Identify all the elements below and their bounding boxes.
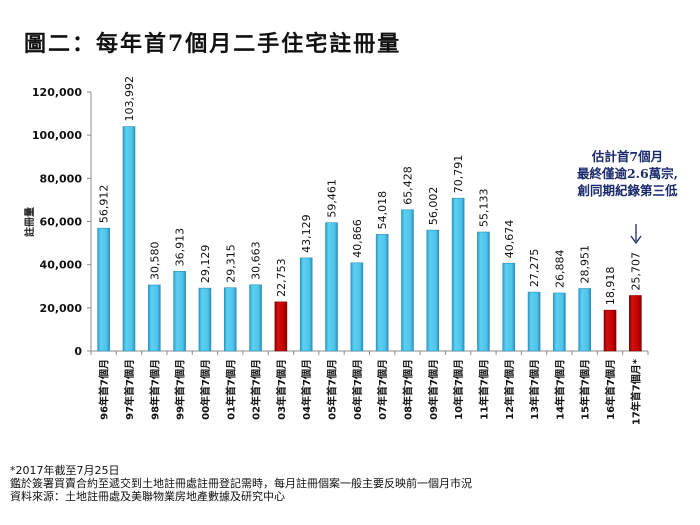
y-axis-label: 註冊量 <box>23 207 36 237</box>
data-label: 40,674 <box>503 220 516 259</box>
x-tick-label: 12年首7個月 <box>503 359 516 420</box>
y-tick-label: 40,000 <box>40 259 83 272</box>
bar <box>401 209 414 352</box>
bar <box>97 227 110 352</box>
bar <box>325 222 338 352</box>
x-tick-label: 98年首7個月 <box>148 359 161 420</box>
data-label: 70,791 <box>452 155 465 194</box>
x-tick-label: 97年首7個月 <box>123 359 136 420</box>
x-tick-label: 07年首7個月 <box>376 359 389 420</box>
annotation-line-1: 估計首7個月 <box>591 149 664 164</box>
x-tick-label: 02年首7個月 <box>250 359 263 420</box>
data-label: 65,428 <box>401 166 414 205</box>
y-tick-label: 60,000 <box>40 216 83 229</box>
bar <box>426 229 440 352</box>
x-tick-label: 11年首7個月 <box>477 359 490 420</box>
data-label: 59,461 <box>326 179 339 218</box>
x-tick-label: 08年首7個月 <box>401 359 414 420</box>
data-label: 103,992 <box>123 76 136 122</box>
bar <box>477 231 490 352</box>
annotation: 估計首7個月 最終僅逾2.6萬宗, 創同期紀錄第三低 <box>560 148 695 199</box>
x-tick-label: 14年首7個月 <box>553 359 566 420</box>
x-tick-label: 10年首7個月 <box>452 359 465 420</box>
data-label: 40,866 <box>351 219 364 258</box>
bar <box>350 262 364 352</box>
x-tick-label: 13年首7個月 <box>528 359 541 420</box>
chart-title: 圖二：每年首7個月二手住宅註冊量 <box>24 31 402 57</box>
bar <box>375 234 389 352</box>
x-tick-label: 96年首7個月 <box>98 359 111 420</box>
x-tick-label: 04年首7個月 <box>300 359 313 420</box>
annotation-line-3: 創同期紀錄第三低 <box>577 183 678 198</box>
data-label: 29,129 <box>199 245 212 284</box>
y-tick-label: 80,000 <box>40 172 83 185</box>
x-tick-label: 00年首7個月 <box>199 359 212 420</box>
data-label: 28,951 <box>579 245 592 284</box>
data-label: 25,707 <box>629 252 642 291</box>
bar <box>223 287 237 352</box>
data-label: 22,753 <box>275 258 288 297</box>
bar <box>629 295 642 352</box>
bar-chart: 註冊量 0 20,000 40,000 60,000 80,000 100,000 120,… <box>23 76 649 425</box>
data-label: 26,884 <box>553 249 566 288</box>
y-tick-label: 20,000 <box>40 302 83 315</box>
data-label: 43,129 <box>300 214 313 253</box>
x-tick-label: 09年首7個月 <box>427 359 440 420</box>
x-tick-label: 01年首7個月 <box>224 359 237 420</box>
x-tick-label: 03年首7個月 <box>275 359 288 420</box>
bar <box>603 309 617 352</box>
y-tick-label: 120,000 <box>32 86 82 99</box>
data-label: 27,275 <box>528 249 541 288</box>
footnote-source: 資料來源：土地註冊處及美聯物業房地產數據及研究中心 <box>10 490 285 503</box>
annotation-arrow-head <box>630 235 642 245</box>
data-label: 18,918 <box>604 267 617 306</box>
bar <box>553 292 566 352</box>
bar <box>249 284 262 352</box>
y-tick-label: 100,000 <box>32 129 82 142</box>
data-label: 29,315 <box>224 244 237 283</box>
bar <box>578 288 592 352</box>
data-label: 54,018 <box>376 191 389 230</box>
bar <box>274 301 288 352</box>
data-label: 36,913 <box>174 228 187 267</box>
footnote-date: *2017年截至7月25日 <box>10 464 120 477</box>
data-label: 30,663 <box>250 241 263 280</box>
bar <box>147 284 161 352</box>
x-tick-label: 99年首7個月 <box>174 359 187 420</box>
bar <box>451 197 465 352</box>
y-tick-label: 0 <box>74 345 82 358</box>
x-tick-label: 06年首7個月 <box>351 359 364 420</box>
bar <box>173 271 186 352</box>
bar <box>502 262 516 352</box>
data-label: 56,002 <box>427 187 440 226</box>
bar <box>299 257 313 352</box>
data-label: 56,912 <box>98 185 111 224</box>
x-tick-label: 16年首7個月 <box>604 359 617 420</box>
data-label: 55,133 <box>477 189 490 228</box>
x-tick-label: 15年首7個月 <box>579 359 592 420</box>
bar <box>198 287 212 352</box>
annotation-line-2: 最終僅逾2.6萬宗, <box>576 166 679 181</box>
bar <box>527 291 541 352</box>
x-tick-label: 17年首7個月* <box>629 358 642 425</box>
footnote-explanation: 鑑於簽署買賣合約至遞交到土地註冊處註冊登記需時，每月註冊個案一般主要反映前一個月… <box>10 477 472 490</box>
bar <box>122 126 136 352</box>
x-tick-label: 05年首7個月 <box>326 359 339 420</box>
data-label: 30,580 <box>148 241 161 280</box>
